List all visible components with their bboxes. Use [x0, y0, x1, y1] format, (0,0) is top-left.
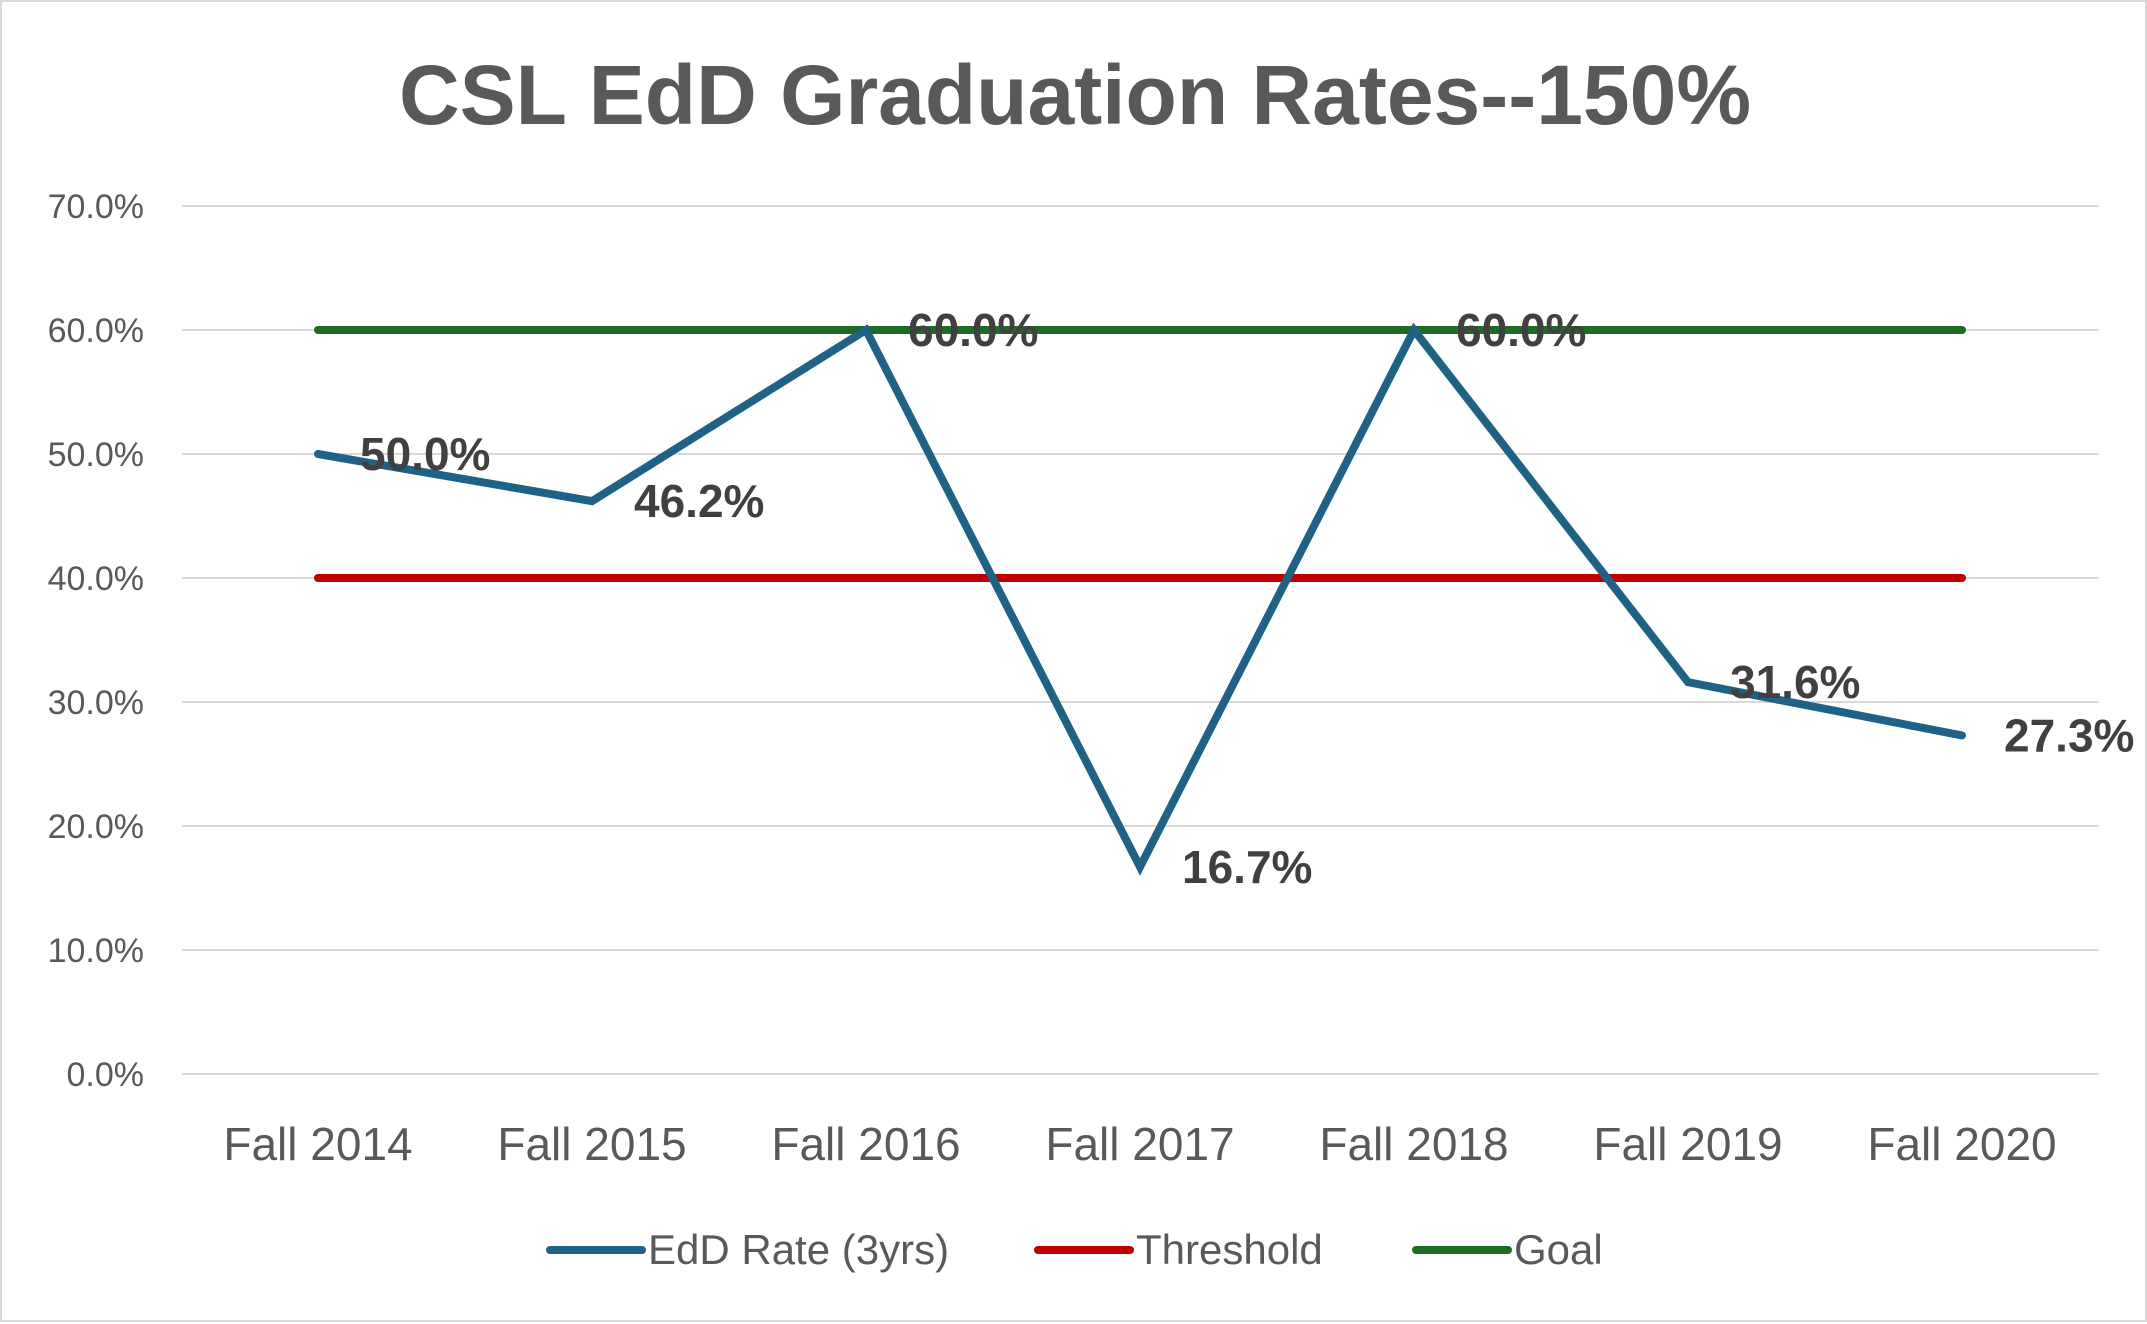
series-line-edd-rate-3yrs	[314, 322, 1966, 876]
y-tick-label: 20.0%	[48, 808, 144, 846]
y-tick-label: 50.0%	[48, 436, 144, 474]
gridlines	[182, 205, 2099, 1075]
data-label: 50.0%	[360, 428, 490, 480]
data-label: 31.6%	[1730, 656, 1860, 708]
data-label: 60.0%	[908, 304, 1038, 356]
legend: EdD Rate (3yrs) Threshold Goal	[546, 1226, 1603, 1273]
series-lines	[314, 322, 1966, 876]
y-tick-label: 0.0%	[67, 1056, 145, 1094]
y-tick-label: 30.0%	[48, 684, 144, 722]
x-axis-ticks: Fall 2014 Fall 2015 Fall 2016 Fall 2017 Fall…	[223, 1118, 2056, 1170]
data-label: 27.3%	[2004, 709, 2134, 761]
x-tick-label: Fall 2019	[1593, 1118, 1782, 1170]
x-tick-label: Fall 2018	[1319, 1118, 1508, 1170]
x-tick-label: Fall 2016	[771, 1118, 960, 1170]
data-label: 60.0%	[1456, 304, 1586, 356]
y-tick-label: 60.0%	[48, 312, 144, 350]
data-labels: 50.0% 46.2% 60.0% 16.7% 60.0% 31.6% 27.3%	[360, 304, 2134, 893]
legend-label: Goal	[1514, 1226, 1603, 1273]
x-tick-label: Fall 2015	[497, 1118, 686, 1170]
data-label: 46.2%	[634, 475, 764, 527]
x-tick-label: Fall 2020	[1867, 1118, 2056, 1170]
y-tick-label: 40.0%	[48, 560, 144, 598]
x-tick-label: Fall 2017	[1045, 1118, 1234, 1170]
y-tick-label: 10.0%	[48, 932, 144, 970]
chart-title: CSL EdD Graduation Rates--150%	[399, 48, 1751, 142]
legend-label: EdD Rate (3yrs)	[648, 1226, 949, 1273]
legend-label: Threshold	[1136, 1226, 1323, 1273]
data-label: 16.7%	[1182, 841, 1312, 893]
x-tick-label: Fall 2014	[223, 1118, 412, 1170]
y-tick-label: 70.0%	[48, 188, 144, 226]
y-axis-ticks: 0.0% 10.0% 20.0% 30.0% 40.0% 50.0% 60.0% 70.0%	[48, 188, 144, 1094]
